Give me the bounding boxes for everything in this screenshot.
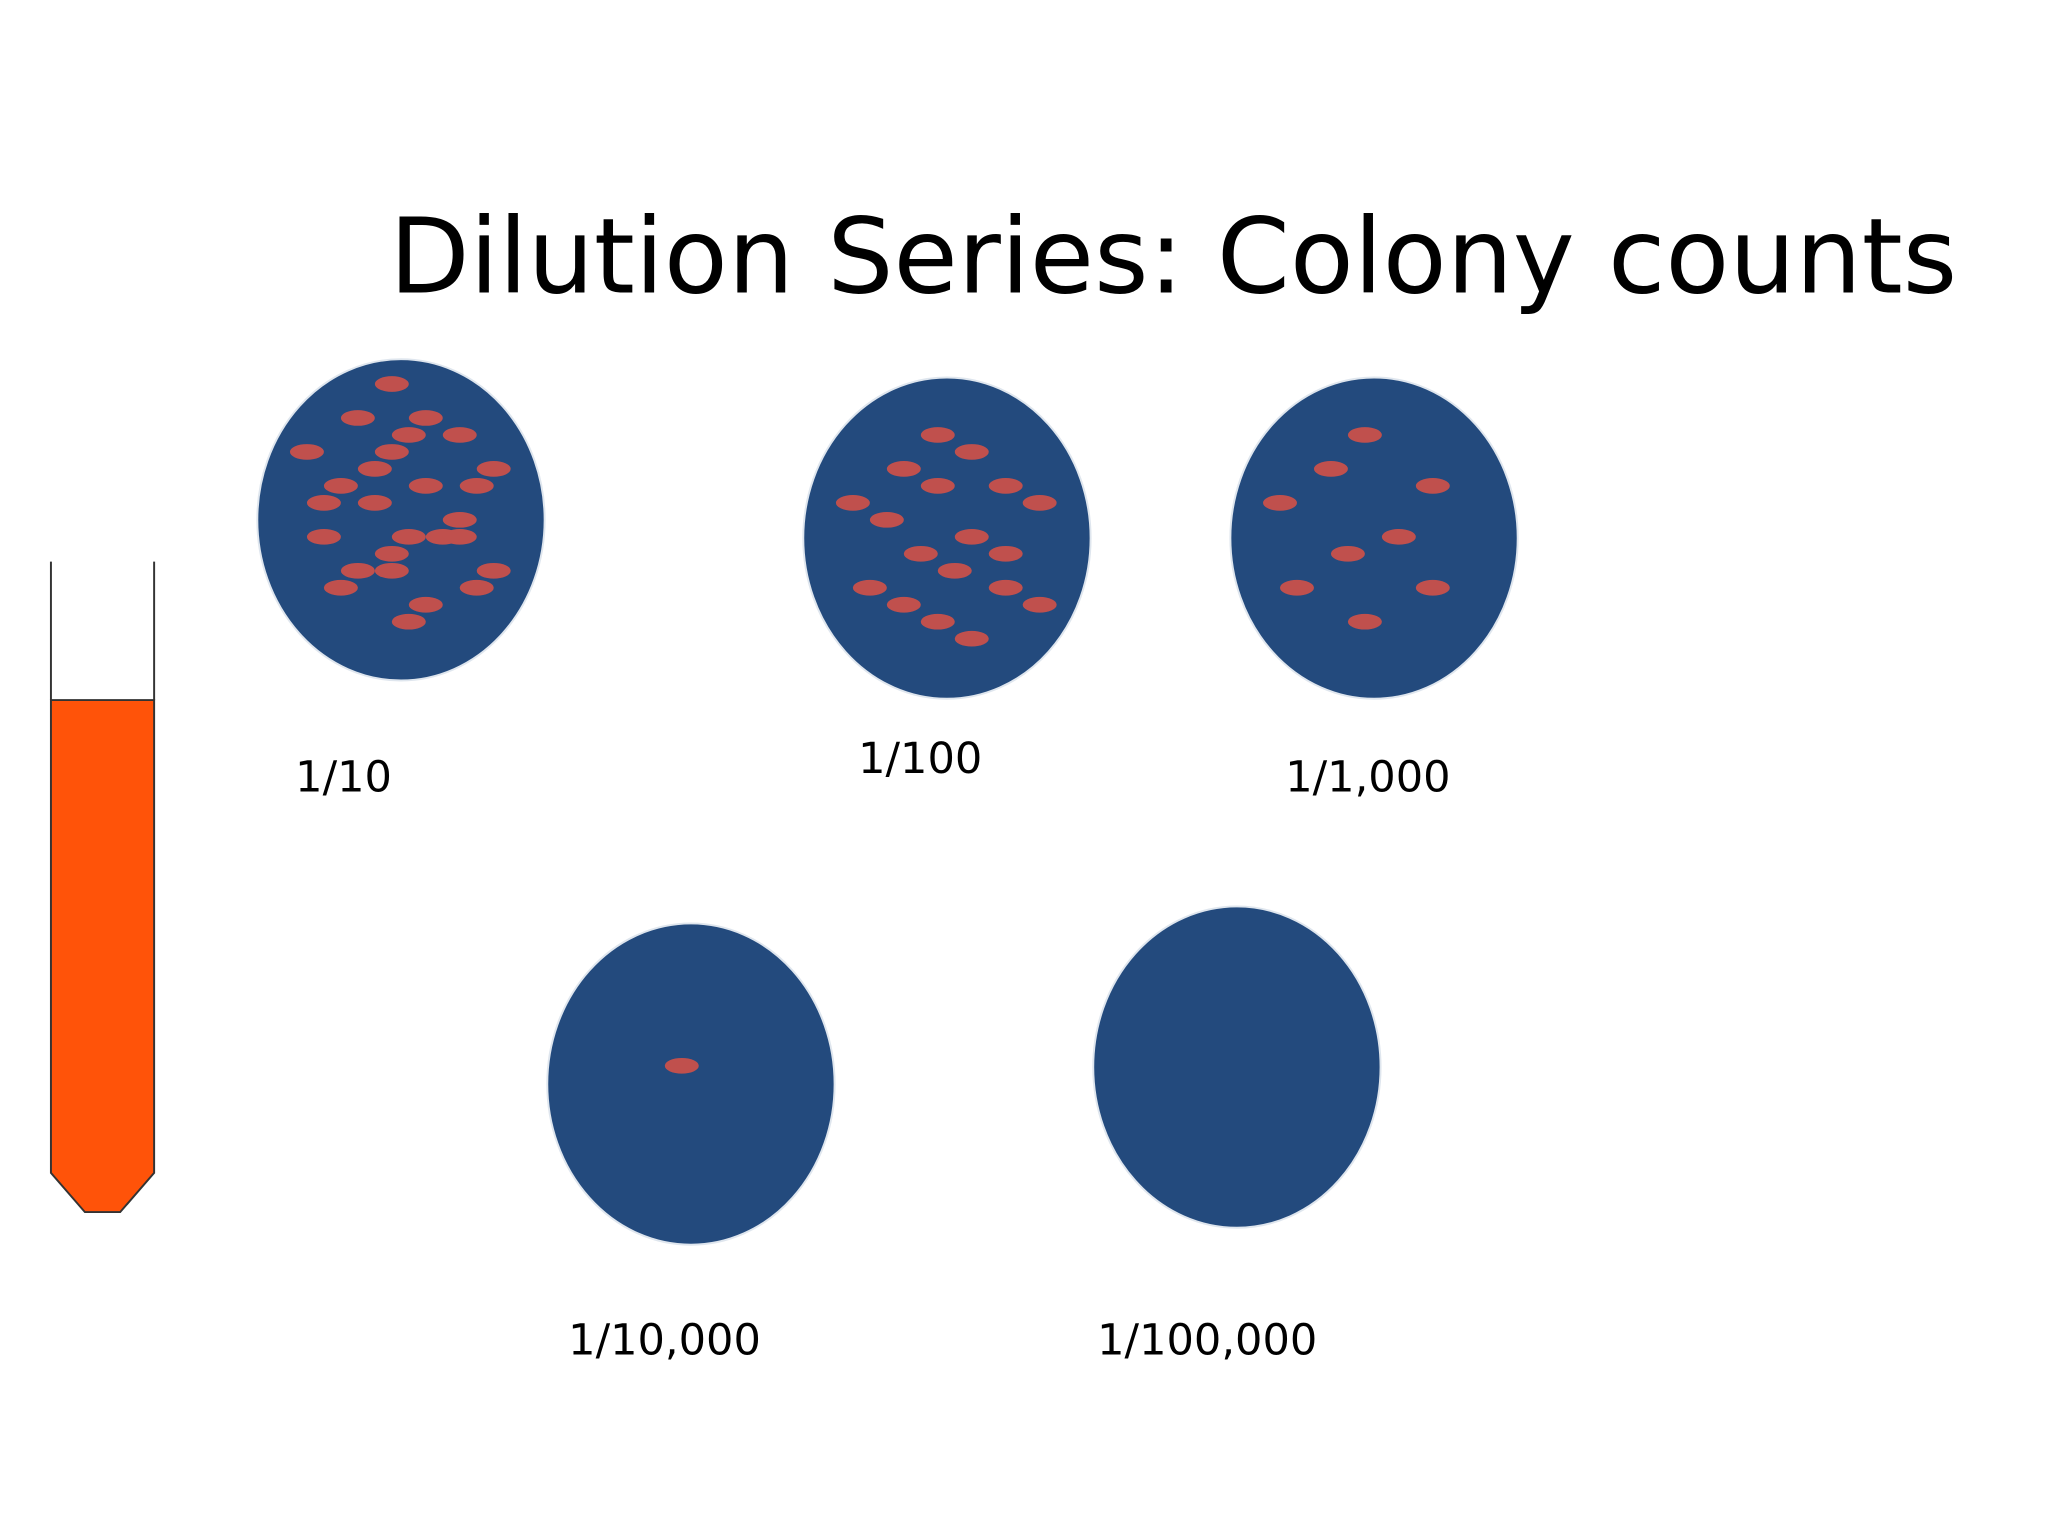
colony (954, 528, 989, 545)
title: Dilution Series: Colony counts (389, 196, 1957, 318)
colony (340, 562, 375, 579)
colony (476, 562, 511, 579)
colony (340, 410, 375, 426)
colony (391, 528, 426, 545)
colony (459, 579, 494, 596)
colony (391, 427, 426, 443)
colony (374, 562, 409, 579)
colony (442, 512, 477, 528)
colony (835, 495, 870, 511)
dilution-label: 1/1,000 (1285, 753, 1450, 803)
colony (988, 478, 1023, 494)
dilution-label: 1/100,000 (1097, 1315, 1317, 1365)
test-tube (49, 561, 156, 1214)
colony (459, 478, 494, 494)
petri-dish: 1/1,000 (1229, 376, 1519, 803)
colony (920, 613, 955, 630)
colony (852, 579, 887, 596)
dilution-label: 1/100 (858, 734, 982, 784)
colony (374, 376, 409, 392)
colony (988, 545, 1023, 562)
colony (920, 478, 955, 494)
colony (920, 427, 955, 443)
colony (886, 461, 921, 477)
colony (1022, 596, 1057, 613)
colony (1381, 528, 1416, 545)
colony (1263, 495, 1297, 511)
colony (1022, 495, 1057, 511)
colony (357, 495, 392, 511)
colony (289, 444, 324, 460)
colony (1280, 579, 1314, 596)
agar-plate (256, 358, 546, 682)
colony (988, 579, 1023, 596)
colony (408, 596, 443, 613)
petri-dish: 1/10,000 (546, 922, 836, 1365)
colony (1347, 613, 1382, 630)
colony (954, 444, 989, 460)
colony (374, 444, 409, 460)
tube-liquid (49, 699, 156, 1214)
petri-dish: 1/10 (256, 358, 546, 803)
dilution-label: 1/10,000 (568, 1315, 761, 1365)
colony (323, 579, 358, 596)
colony (954, 630, 989, 647)
colony (306, 495, 341, 511)
colony (937, 562, 972, 579)
agar-plate (546, 922, 836, 1246)
colony (1313, 461, 1348, 477)
colony (903, 545, 938, 562)
colony (886, 596, 921, 613)
colony (869, 512, 904, 528)
agar-plate (802, 376, 1092, 700)
colony (306, 528, 341, 545)
colony (442, 528, 477, 545)
colony (1415, 478, 1450, 494)
agar-plate (1229, 376, 1519, 700)
plates: 1/10 1/100 1/1,000 1/10,000 1/100,000 (256, 358, 1519, 1365)
colony (391, 613, 426, 630)
colony (1415, 579, 1450, 596)
dilution-label: 1/10 (295, 753, 392, 803)
colony (408, 410, 443, 426)
colony (442, 427, 477, 443)
colony (374, 545, 409, 562)
colony (408, 478, 443, 494)
petri-dish: 1/100 (802, 376, 1092, 784)
colony (323, 478, 358, 494)
colony (357, 461, 392, 477)
colony (664, 1057, 699, 1074)
petri-dish: 1/100,000 (1092, 905, 1382, 1365)
colony (1330, 545, 1365, 562)
colony (476, 461, 511, 477)
colony (1347, 427, 1382, 443)
agar-plate (1092, 905, 1382, 1229)
